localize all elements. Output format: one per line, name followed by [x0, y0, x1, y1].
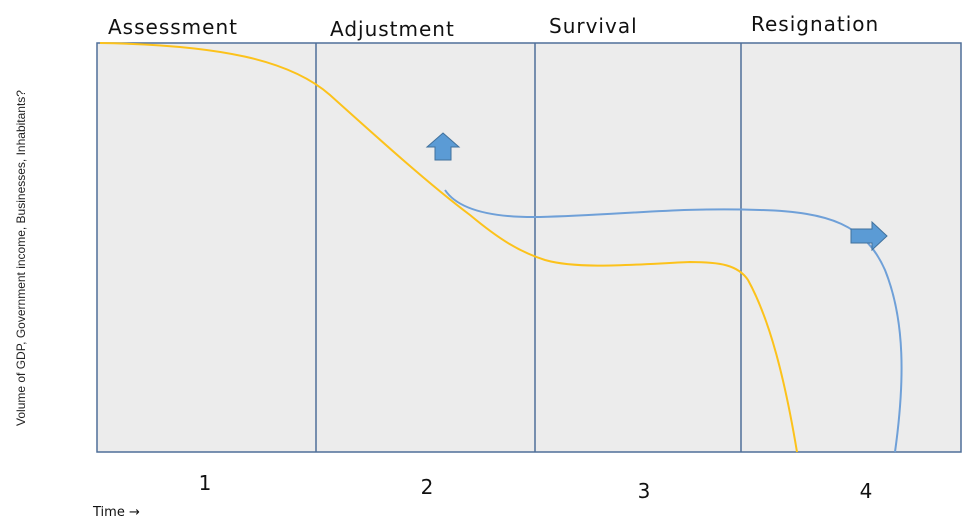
phase-title: Survival	[549, 14, 638, 38]
phase-number: 1	[199, 471, 212, 495]
phase-number: 3	[638, 479, 651, 503]
phase-title: Assessment	[108, 15, 238, 39]
up-arrow	[425, 132, 461, 161]
phase-title: Resignation	[751, 12, 879, 36]
blue-curve	[444, 189, 903, 453]
phase-title: Adjustment	[330, 17, 455, 41]
right-arrow	[850, 220, 888, 252]
y-axis-label: Volume of GDP, Government income, Busine…	[14, 90, 28, 426]
panel	[96, 42, 962, 453]
x-axis-label: Time →	[92, 505, 140, 520]
phase-number: 2	[421, 475, 434, 499]
phase-number: 4	[860, 479, 873, 503]
yellow-curve	[99, 42, 798, 453]
